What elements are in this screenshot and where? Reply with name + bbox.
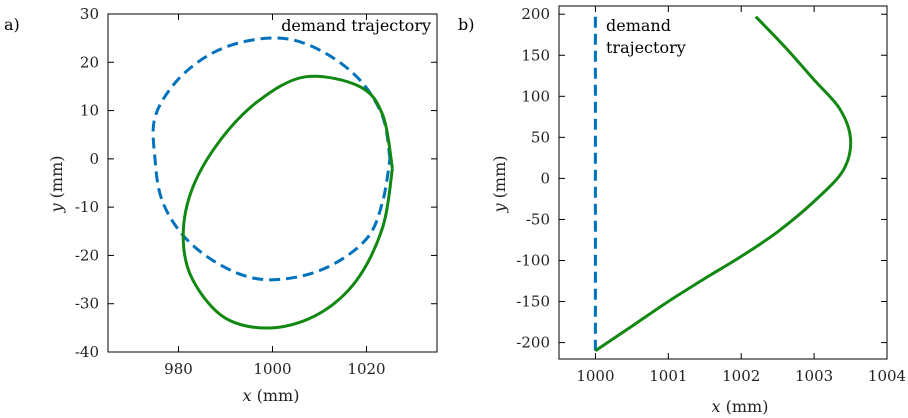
y-tick-label: -20 (75, 246, 99, 264)
x-tick-label: 1004 (868, 367, 906, 385)
y-tick-label: 10 (80, 102, 99, 120)
y-tick-label: -50 (526, 210, 550, 228)
annotation-trajectory-b: trajectory (606, 38, 686, 57)
y-tick-label: 150 (521, 46, 550, 64)
x-tick-label: 1002 (722, 367, 760, 385)
x-axis-label-b: x (mm) (712, 397, 769, 416)
y-tick-label: -150 (516, 293, 550, 311)
x-tick-label: 1000 (253, 360, 291, 378)
y-tick-label: 200 (521, 5, 550, 23)
x-tick-label: 1000 (576, 367, 614, 385)
chart-panel-b: b) 1000 1001 1002 1003 1004 200 150 100 50 0 -50 -1… (458, 5, 906, 416)
x-tick-label: 1020 (347, 360, 385, 378)
y-tick-label: -30 (75, 295, 99, 313)
y-tick-label: -10 (75, 198, 99, 216)
y-tick-label: 0 (540, 169, 550, 187)
y-tick-label: -100 (516, 251, 550, 269)
axes-box (107, 13, 438, 353)
actual-trajectory-line (181, 74, 394, 330)
panel-b-label: b) (458, 15, 474, 34)
x-tick-label: 980 (164, 360, 193, 378)
y-tick-label: 100 (521, 87, 550, 105)
annotation-demand-trajectory-a: demand trajectory (281, 16, 431, 35)
y-tick-label: 0 (89, 150, 99, 168)
plot-area-a: 980 1000 1020 30 20 10 0 -10 -20 -30 -40 (75, 5, 438, 378)
axes-box (558, 5, 888, 360)
demand-trajectory-line (151, 36, 392, 282)
annotation-demand-b: demand (606, 16, 671, 35)
y-tick-label: 50 (531, 128, 550, 146)
x-tick-label: 1003 (795, 367, 833, 385)
y-axis-label-a: y (mm) (47, 156, 66, 214)
y-axis-label-b: y (mm) (490, 156, 509, 214)
actual-trajectory-line (594, 15, 853, 353)
x-tick-label: 1001 (649, 367, 687, 385)
y-tick-label: 20 (80, 53, 99, 71)
x-axis-label-a: x (mm) (243, 386, 300, 405)
plot-area-b: 1000 1001 1002 1003 1004 200 150 100 50 0 -50 -100 -… (516, 5, 906, 385)
y-tick-label: -200 (516, 334, 550, 352)
panel-a-label: a) (4, 15, 20, 34)
chart-panel-a: a) 980 1000 1020 30 20 10 0 -10 -20 -30 -40 demand… (4, 5, 438, 405)
y-tick-label: 30 (80, 5, 99, 23)
y-tick-label: -40 (75, 343, 99, 361)
